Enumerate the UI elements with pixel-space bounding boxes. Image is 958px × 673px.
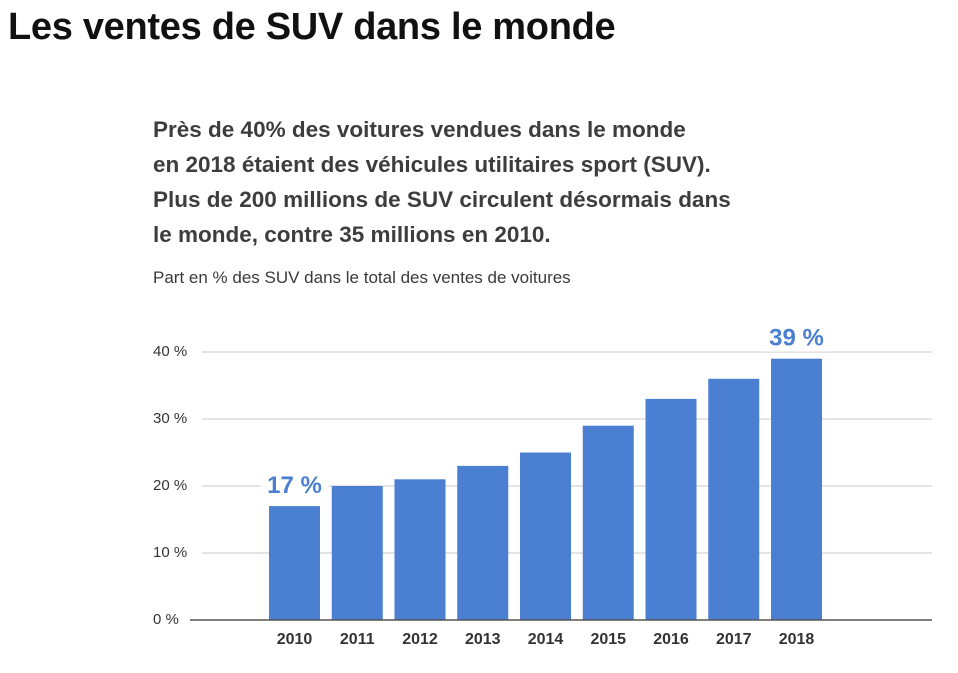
data-label-backdrop [762, 323, 831, 352]
data-label: 39 % [769, 325, 824, 352]
x-tick-label: 2010 [277, 631, 313, 648]
y-tick-label: 20 % [153, 477, 187, 494]
y-tick-label: 30 % [153, 410, 187, 427]
x-tick-label: 2015 [590, 631, 626, 648]
chart-title: Part en % des SUV dans le total des vent… [153, 268, 571, 287]
y-tick-label: 0 % [153, 611, 179, 628]
bar [645, 398, 697, 620]
y-tick-label: 40 % [153, 343, 187, 360]
subtitle-line: en 2018 étaient des véhicules utilitaire… [153, 152, 711, 177]
chart-subtitle: Près de 40% des voitures vendues dans le… [153, 112, 913, 252]
x-tick-label: 2014 [528, 631, 564, 648]
subtitle-line: Près de 40% des voitures vendues dans le… [153, 117, 686, 142]
y-tick-label: 10 % [153, 544, 187, 561]
subtitle-line: Plus de 200 millions de SUV circulent dé… [153, 187, 731, 212]
x-tick-label: 2017 [716, 631, 752, 648]
page-title: Les ventes de SUV dans le monde [8, 6, 616, 48]
data-label: 17 % [267, 472, 322, 499]
x-tick-label: 2011 [340, 631, 375, 648]
bar [394, 479, 446, 620]
subtitle-line: le monde, contre 35 millions en 2010. [153, 222, 551, 247]
bar [457, 465, 509, 620]
bar [520, 452, 571, 620]
bar [269, 506, 320, 620]
bar [582, 425, 634, 620]
data-label-backdrop [260, 471, 329, 500]
x-tick-label: 2016 [653, 631, 689, 648]
x-tick-label: 2018 [779, 631, 815, 648]
x-tick-label: 2013 [465, 631, 501, 648]
bar [331, 486, 383, 620]
bar [771, 358, 822, 620]
bar [708, 378, 760, 620]
x-tick-label: 2012 [402, 631, 438, 648]
